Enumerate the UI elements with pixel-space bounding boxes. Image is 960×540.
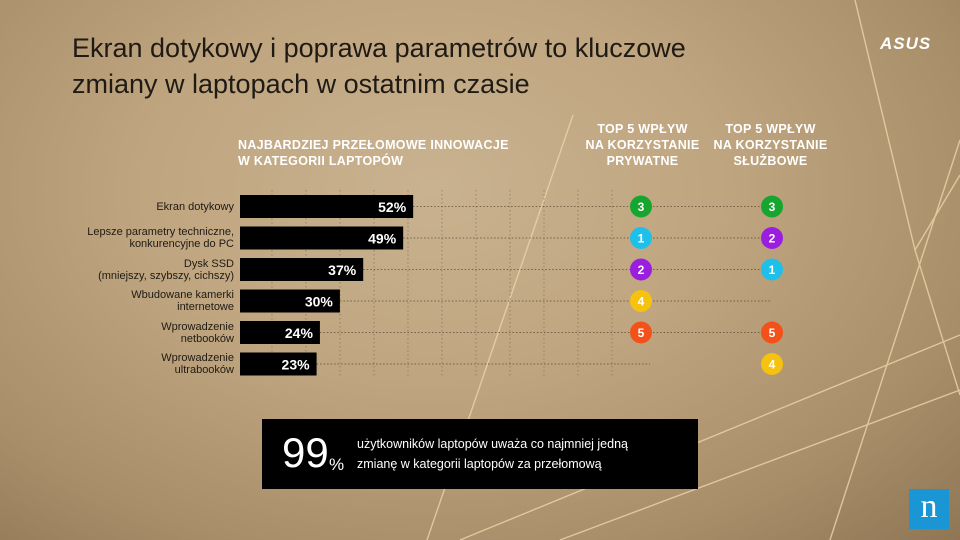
business-rank-badge	[761, 353, 783, 375]
category-label: Wbudowane kamerki internetowe	[4, 289, 234, 313]
nielsen-logo: n	[909, 489, 949, 529]
bar	[240, 289, 340, 313]
bar-value-label: 52%	[378, 199, 407, 215]
category-label: Wprowadzenie netbooków	[4, 321, 234, 345]
bar-value-label: 49%	[368, 231, 397, 247]
callout-number: 99	[282, 429, 329, 476]
callout-line-2: zmianę w kategorii laptopów za przełomow…	[357, 457, 602, 471]
innovations-header: NAJBARDZIEJ PRZEŁOMOWE INNOWACJE W KATEG…	[238, 137, 558, 169]
category-label: Ekran dotykowy	[4, 201, 234, 213]
private-rank-number: 1	[638, 232, 645, 246]
bar	[240, 258, 364, 281]
bar-value-label: 30%	[305, 294, 334, 310]
title-line-1: Ekran dotykowy i poprawa parametrów to k…	[72, 33, 686, 63]
private-header-line-3: PRYWATNE	[606, 154, 679, 168]
category-label-line: netbooków	[180, 332, 234, 345]
private-rank-badge	[630, 195, 652, 218]
category-label-line: Ekran dotykowy	[156, 200, 234, 213]
category-label-line: Lepsze parametry techniczne,	[87, 226, 234, 238]
private-header-line-1: TOP 5 WPŁYW	[597, 122, 688, 136]
callout-text: użytkowników laptopów uważa co najmniej …	[357, 434, 687, 474]
category-label-line: Dysk SSD	[183, 257, 234, 270]
business-rank-badge	[761, 258, 783, 281]
private-rank-number: 2	[638, 263, 645, 277]
business-rank-badge	[761, 195, 783, 218]
asus-logo: ASUS	[880, 34, 932, 53]
bar-value-label: 37%	[328, 262, 357, 278]
business-rank-number: 2	[769, 232, 776, 246]
category-label-line: internetowe	[177, 301, 234, 313]
business-rank-number: 1	[769, 263, 776, 277]
business-rank-number: 3	[769, 200, 776, 214]
callout-percent: %	[329, 455, 345, 474]
page-title: Ekran dotykowy i poprawa parametrów to k…	[72, 30, 772, 102]
category-label-line: ultrabooków	[174, 364, 234, 376]
private-rank-badge	[630, 258, 652, 281]
category-label-line: Wbudowane kamerki	[131, 289, 234, 301]
business-header-line-3: SŁUŻBOWE	[733, 154, 808, 168]
title-line-2: zmiany w laptopach w ostatnim czasie	[72, 69, 530, 99]
category-label-line: Wprowadzenie	[161, 320, 234, 333]
private-use-header: TOP 5 WPŁYW NA KORZYSTANIE PRYWATNE	[580, 121, 705, 169]
business-rank-badge	[761, 321, 783, 344]
innovations-header-line-2: W KATEGORII LAPTOPÓW	[238, 154, 404, 168]
private-rank-number: 3	[638, 200, 645, 214]
bar	[240, 321, 320, 344]
category-label-line: konkurencyjne do PC	[129, 238, 234, 250]
business-rank-number: 5	[769, 326, 776, 340]
private-rank-badge	[630, 290, 652, 312]
business-header-line-1: TOP 5 WPŁYW	[725, 122, 816, 136]
business-rank-badge	[761, 227, 783, 249]
bar-value-label: 24%	[285, 325, 314, 341]
summary-callout: 99 % użytkowników laptopów uważa co najm…	[262, 419, 698, 489]
category-label: Lepsze parametry techniczne, konkurencyjn…	[4, 226, 234, 250]
private-rank-number: 4	[638, 295, 645, 309]
private-rank-number: 5	[638, 326, 645, 340]
bar	[240, 352, 317, 376]
innovations-header-line-1: NAJBARDZIEJ PRZEŁOMOWE INNOWACJE	[238, 138, 509, 152]
callout-line-1: użytkowników laptopów uważa co najmniej …	[357, 437, 628, 451]
business-header-line-2: NA KORZYSTANIE	[713, 138, 828, 152]
category-label: Wprowadzenie ultrabooków	[4, 352, 234, 376]
bar	[240, 226, 404, 250]
category-label: Dysk SSD (mniejszy, szybszy, cichszy)	[4, 258, 234, 282]
bar	[240, 195, 414, 218]
private-rank-badge	[630, 227, 652, 249]
category-label-line: (mniejszy, szybszy, cichszy)	[98, 269, 234, 282]
business-rank-number: 4	[769, 358, 776, 372]
private-rank-badge	[630, 321, 652, 344]
bar-value-label: 23%	[282, 357, 311, 373]
category-label-line: Wprowadzenie	[161, 352, 234, 364]
business-use-header: TOP 5 WPŁYW NA KORZYSTANIE SŁUŻBOWE	[708, 121, 833, 169]
private-header-line-2: NA KORZYSTANIE	[585, 138, 700, 152]
